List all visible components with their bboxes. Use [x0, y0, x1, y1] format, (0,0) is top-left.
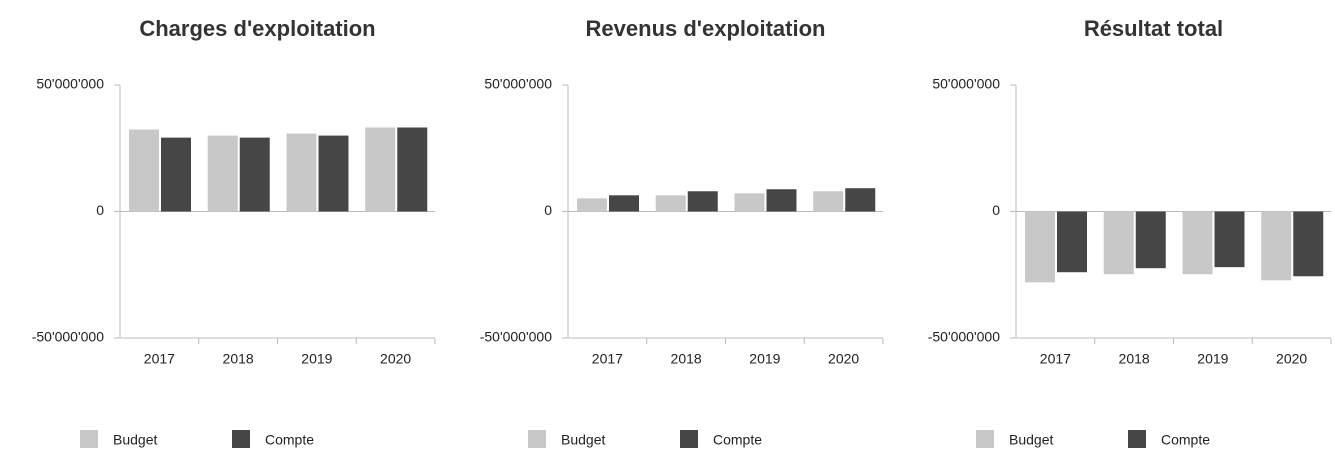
bar: [129, 129, 159, 212]
legend-label: Budget: [113, 432, 157, 448]
bar: [397, 127, 428, 212]
x-tick-label: 2017: [144, 351, 175, 367]
legend-swatch: [232, 430, 250, 448]
bar: [687, 191, 718, 212]
bar: [813, 191, 844, 212]
y-tick-label: -50'000'000: [928, 329, 1001, 345]
bar: [161, 137, 191, 212]
legend-label: Budget: [561, 432, 605, 448]
bar: [318, 135, 349, 212]
bar: [1057, 211, 1087, 273]
y-tick-label: 0: [544, 202, 552, 218]
x-tick-label: 2020: [380, 351, 411, 367]
bar: [734, 193, 765, 212]
bar: [239, 137, 270, 212]
bar: [655, 195, 686, 212]
legend-label: Compte: [265, 432, 314, 448]
legend-label: Budget: [1009, 432, 1053, 448]
bar: [365, 127, 396, 212]
bar: [1261, 211, 1292, 281]
x-tick-label: 2020: [828, 351, 859, 367]
y-tick-label: 50'000'000: [36, 76, 104, 92]
bar: [1182, 211, 1213, 275]
x-tick-label: 2017: [1040, 351, 1071, 367]
bar: [1293, 211, 1324, 277]
y-tick-label: -50'000'000: [480, 329, 553, 345]
legend-swatch: [1128, 430, 1146, 448]
legend-swatch: [80, 430, 98, 448]
bar: [1025, 211, 1055, 283]
bar: [1135, 211, 1166, 269]
bar: [577, 198, 607, 212]
chart-title: Charges d'exploitation: [139, 16, 375, 41]
bar: [845, 188, 876, 212]
y-tick-label: 50'000'000: [484, 76, 552, 92]
legend-label: Compte: [713, 432, 762, 448]
x-tick-label: 2018: [671, 351, 702, 367]
bar: [766, 189, 797, 212]
bar: [1214, 211, 1245, 268]
bar: [286, 133, 317, 212]
legend-swatch: [680, 430, 698, 448]
legend-label: Compte: [1161, 432, 1210, 448]
legend-swatch: [528, 430, 546, 448]
x-tick-label: 2017: [592, 351, 623, 367]
bar: [1103, 211, 1134, 275]
x-tick-label: 2019: [749, 351, 780, 367]
x-tick-label: 2018: [1119, 351, 1150, 367]
legend-swatch: [976, 430, 994, 448]
chart-title: Résultat total: [1084, 16, 1223, 41]
y-tick-label: 50'000'000: [932, 76, 1000, 92]
y-tick-label: 0: [992, 202, 1000, 218]
bar: [207, 135, 238, 212]
x-tick-label: 2018: [223, 351, 254, 367]
x-tick-label: 2020: [1276, 351, 1307, 367]
x-tick-label: 2019: [1197, 351, 1228, 367]
y-tick-label: 0: [96, 202, 104, 218]
x-tick-label: 2019: [301, 351, 332, 367]
y-tick-label: -50'000'000: [32, 329, 105, 345]
bar: [609, 195, 639, 212]
chart-title: Revenus d'exploitation: [586, 16, 826, 41]
